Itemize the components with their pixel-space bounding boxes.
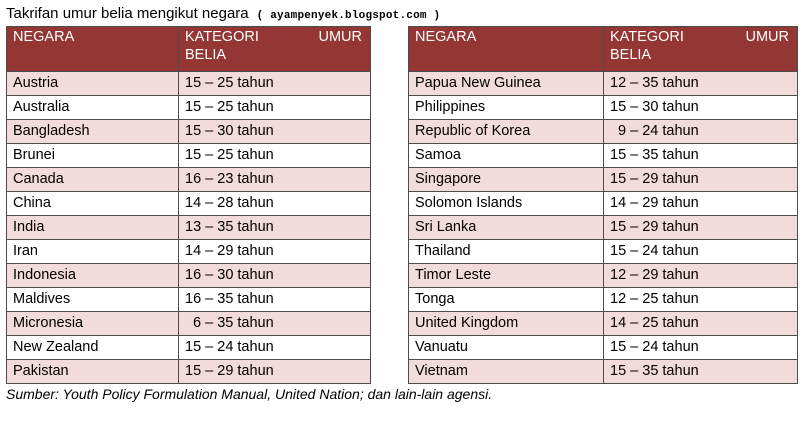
table-row: India 13 – 35 tahun <box>6 215 371 240</box>
table-row: Philippines 15 – 30 tahun <box>408 95 798 120</box>
youth-age-table-left: NEGARA KATEGORI UMUR BELIA Austria 15 – 2… <box>6 26 371 384</box>
age-range-cell: 9 – 24 tahun <box>603 119 798 144</box>
age-range-cell: 15 – 25 tahun <box>178 95 371 120</box>
age-range-cell: 16 – 23 tahun <box>178 167 371 192</box>
age-range-cell: 15 – 29 tahun <box>603 215 798 240</box>
age-range-cell: 12 – 29 tahun <box>603 263 798 288</box>
country-cell: Samoa <box>408 143 604 168</box>
source-footnote: Sumber: Youth Policy Formulation Manual,… <box>6 386 493 402</box>
table-row: Thailand 15 – 24 tahun <box>408 239 798 264</box>
country-cell: Timor Leste <box>408 263 604 288</box>
header-category-word2: UMUR <box>745 29 790 45</box>
table-row: Sri Lanka 15 – 29 tahun <box>408 215 798 240</box>
country-cell: China <box>6 191 179 216</box>
age-range-cell: 15 – 30 tahun <box>178 119 371 144</box>
age-range-cell: 14 – 25 tahun <box>603 311 798 336</box>
header-category-word3: BELIA <box>185 47 227 63</box>
country-cell: Maldives <box>6 287 179 312</box>
country-cell: Brunei <box>6 143 179 168</box>
country-cell: Indonesia <box>6 263 179 288</box>
table-row: Maldives 16 – 35 tahun <box>6 287 371 312</box>
table-header-row: NEGARA KATEGORI UMUR BELIA <box>408 26 798 72</box>
country-cell: Pakistan <box>6 359 179 384</box>
age-range-cell: 16 – 35 tahun <box>178 287 371 312</box>
age-range-cell: 12 – 35 tahun <box>603 71 798 96</box>
country-cell: Tonga <box>408 287 604 312</box>
table-row: Samoa 15 – 35 tahun <box>408 143 798 168</box>
table-row: Timor Leste 12 – 29 tahun <box>408 263 798 288</box>
table-row: Tonga 12 – 25 tahun <box>408 287 798 312</box>
age-range-cell: 15 – 29 tahun <box>603 167 798 192</box>
table-row: China 14 – 28 tahun <box>6 191 371 216</box>
table-row: New Zealand 15 – 24 tahun <box>6 335 371 360</box>
table-row: Austria 15 – 25 tahun <box>6 71 371 96</box>
age-range-cell: 15 – 24 tahun <box>178 335 371 360</box>
age-range-cell: 14 – 28 tahun <box>178 191 371 216</box>
age-range-cell: 15 – 35 tahun <box>603 143 798 168</box>
header-category: KATEGORI UMUR BELIA <box>603 26 798 72</box>
table-body-left: Austria 15 – 25 tahun Australia 15 – 25 tah… <box>6 71 371 384</box>
table-row: Brunei 15 – 25 tahun <box>6 143 371 168</box>
country-cell: United Kingdom <box>408 311 604 336</box>
country-cell: Philippines <box>408 95 604 120</box>
table-row: Canada 16 – 23 tahun <box>6 167 371 192</box>
country-cell: Canada <box>6 167 179 192</box>
header-category-word1: KATEGORI <box>185 29 259 45</box>
title-text: Takrifan umur belia mengikut negara <box>6 5 249 22</box>
age-range-cell: 14 – 29 tahun <box>178 239 371 264</box>
youth-age-table-right: NEGARA KATEGORI UMUR BELIA Papua New Gui… <box>408 26 798 384</box>
page-title: Takrifan umur belia mengikut negara ( aya… <box>6 4 440 24</box>
age-range-cell: 12 – 25 tahun <box>603 287 798 312</box>
age-range-cell: 15 – 25 tahun <box>178 143 371 168</box>
source-tag: ( ayampenyek.blogspot.com ) <box>256 10 441 22</box>
age-range-cell: 15 – 24 tahun <box>603 239 798 264</box>
country-cell: New Zealand <box>6 335 179 360</box>
country-cell: Thailand <box>408 239 604 264</box>
age-range-cell: 16 – 30 tahun <box>178 263 371 288</box>
country-cell: Republic of Korea <box>408 119 604 144</box>
table-header-row: NEGARA KATEGORI UMUR BELIA <box>6 26 371 72</box>
age-range-cell: 15 – 29 tahun <box>178 359 371 384</box>
age-range-cell: 15 – 35 tahun <box>603 359 798 384</box>
table-row: United Kingdom 14 – 25 tahun <box>408 311 798 336</box>
country-cell: Iran <box>6 239 179 264</box>
table-body-right: Papua New Guinea 12 – 35 tahun Philippines… <box>408 71 798 384</box>
country-cell: Singapore <box>408 167 604 192</box>
header-category: KATEGORI UMUR BELIA <box>178 26 371 72</box>
table-row: Singapore 15 – 29 tahun <box>408 167 798 192</box>
table-row: Bangladesh 15 – 30 tahun <box>6 119 371 144</box>
country-cell: Austria <box>6 71 179 96</box>
country-cell: Vanuatu <box>408 335 604 360</box>
header-category-word3: BELIA <box>610 47 652 63</box>
table-row: Pakistan 15 – 29 tahun <box>6 359 371 384</box>
country-cell: Vietnam <box>408 359 604 384</box>
table-row: Micronesia 6 – 35 tahun <box>6 311 371 336</box>
header-country: NEGARA <box>408 26 604 72</box>
header-category-word1: KATEGORI <box>610 29 684 45</box>
country-cell: Australia <box>6 95 179 120</box>
country-cell: Papua New Guinea <box>408 71 604 96</box>
age-range-cell: 15 – 24 tahun <box>603 335 798 360</box>
table-row: Vanuatu 15 – 24 tahun <box>408 335 798 360</box>
table-row: Iran 14 – 29 tahun <box>6 239 371 264</box>
table-row: Indonesia 16 – 30 tahun <box>6 263 371 288</box>
country-cell: Sri Lanka <box>408 215 604 240</box>
table-row: Papua New Guinea 12 – 35 tahun <box>408 71 798 96</box>
age-range-cell: 6 – 35 tahun <box>178 311 371 336</box>
age-range-cell: 14 – 29 tahun <box>603 191 798 216</box>
country-cell: Micronesia <box>6 311 179 336</box>
age-range-cell: 15 – 30 tahun <box>603 95 798 120</box>
age-range-cell: 15 – 25 tahun <box>178 71 371 96</box>
table-row: Australia 15 – 25 tahun <box>6 95 371 120</box>
header-category-word2: UMUR <box>318 29 363 45</box>
table-row: Republic of Korea 9 – 24 tahun <box>408 119 798 144</box>
country-cell: Bangladesh <box>6 119 179 144</box>
table-row: Solomon Islands 14 – 29 tahun <box>408 191 798 216</box>
age-range-cell: 13 – 35 tahun <box>178 215 371 240</box>
table-row: Vietnam 15 – 35 tahun <box>408 359 798 384</box>
header-country: NEGARA <box>6 26 179 72</box>
country-cell: India <box>6 215 179 240</box>
country-cell: Solomon Islands <box>408 191 604 216</box>
